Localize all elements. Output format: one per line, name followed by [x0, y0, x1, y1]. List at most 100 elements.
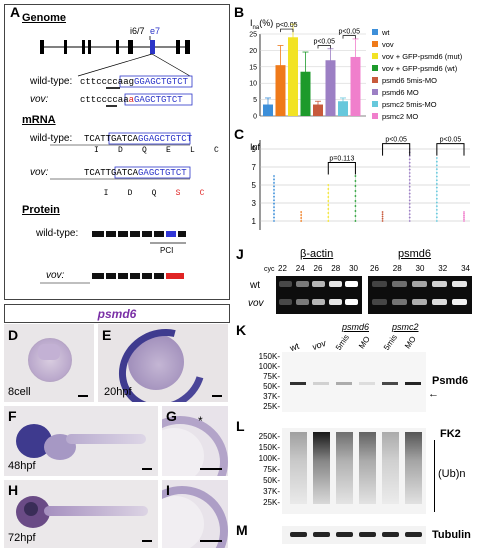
- blot-band: [313, 382, 329, 385]
- scale-bar: [142, 540, 152, 542]
- legend-label: psmc2 MO: [382, 111, 419, 121]
- gel-band: [295, 281, 309, 287]
- protein-wt-label: wild-type:: [36, 228, 79, 239]
- blot-band: [405, 382, 421, 385]
- panel-b-label: B: [234, 4, 245, 20]
- size-marker: 25K-: [263, 402, 280, 411]
- tubulin-label: Tubulin: [432, 529, 471, 541]
- legend-item: psmc2 MO: [372, 110, 477, 122]
- panel-f-label: F: [8, 408, 17, 424]
- bar: [288, 37, 298, 116]
- ubiquitin-smear: [290, 432, 307, 504]
- gel-band: [345, 299, 358, 305]
- blot-band: [336, 382, 352, 385]
- protein-vov-label: vov:: [46, 270, 65, 281]
- blot-band: [359, 382, 375, 385]
- arrow-icon: ←: [428, 388, 439, 400]
- cycle-number: 32: [438, 264, 448, 273]
- scale-bar: [78, 395, 88, 397]
- significance-label: p<0.05: [440, 137, 462, 144]
- gel-band: [452, 281, 467, 287]
- scatter-chart-inf: 1 3 5 7 9 p=0.113 p<0.05 p<0.05: [252, 137, 470, 230]
- cycle-number: 24: [295, 264, 305, 273]
- size-marker: 100K-: [258, 362, 280, 371]
- gel-band: [412, 299, 427, 305]
- col-5mis-psmd6: 5mis: [333, 333, 351, 352]
- legend-item: psmd6 5mis-MO: [372, 74, 477, 86]
- exon-box: [128, 40, 133, 54]
- legend-label: vov + GFP-psmd6 (wt): [382, 63, 458, 73]
- gene-diagram: [40, 36, 193, 284]
- panel-j-label: J: [236, 246, 244, 262]
- mrna-wt-label: wild-type:: [30, 133, 73, 144]
- legend-swatch: [372, 41, 378, 47]
- tubulin-band: [405, 532, 422, 537]
- legend-item: vov: [372, 38, 477, 50]
- mrna-vov-aa: I D Q S C: [103, 189, 205, 198]
- cycle-number: 34: [461, 264, 470, 273]
- gel-band: [279, 281, 292, 287]
- gel-band: [312, 281, 325, 287]
- exon-box: [116, 40, 119, 54]
- significance-label: p=0.113: [329, 156, 354, 163]
- group-psmd6: psmd6: [342, 322, 370, 332]
- legend-swatch: [372, 101, 378, 107]
- panel-l-label: L: [236, 418, 245, 434]
- panel-i-label: I: [166, 482, 170, 498]
- cycle-number: 30: [415, 264, 425, 273]
- size-marker: 75K-: [263, 372, 280, 381]
- header-actin: β-actin: [300, 248, 334, 260]
- cycle-number: 22: [278, 264, 287, 273]
- scale-bar: [212, 395, 222, 397]
- blot-band: [382, 382, 398, 385]
- cycle-label: cyc: [264, 266, 275, 273]
- size-marker: 50K-: [263, 382, 280, 391]
- genomic-wt-seq: cttccccaagGGAGCTGTCT: [80, 77, 189, 87]
- chart-legend: wt vov vov + GFP-psmd6 (mut) vov + GFP-psmd…: [372, 26, 477, 122]
- mrna-vov-seq: TCATTGATCAGAGCTGTCT: [84, 168, 187, 178]
- ubiquitin-smear: [405, 432, 422, 504]
- gel-band: [432, 299, 447, 305]
- y-tick-label: 25: [249, 32, 257, 39]
- significance-label: p<0.05: [338, 29, 360, 36]
- gel-band: [432, 281, 447, 287]
- bar: [325, 60, 336, 116]
- panel-a-label: A: [10, 4, 21, 20]
- group-psmc2: psmc2: [392, 322, 419, 332]
- significance-label: p<0.05: [313, 38, 335, 45]
- embryo-20hpf: [128, 334, 184, 390]
- gel-band: [295, 299, 309, 305]
- panel-c-label: C: [234, 126, 245, 142]
- psmd6-protein-label: Psmd6: [432, 375, 469, 387]
- blot-k: [282, 352, 426, 412]
- fk2-label: FK2: [440, 428, 461, 440]
- cycle-number: 26: [370, 264, 379, 273]
- legend-label: vov: [382, 39, 394, 49]
- legend-swatch: [372, 89, 378, 95]
- stage-label-d: 8cell: [8, 386, 31, 398]
- significance-bracket: [317, 45, 331, 49]
- panel-a: [4, 4, 230, 300]
- panel-e-label: E: [102, 327, 112, 343]
- significance-bracket: [327, 162, 356, 175]
- tubulin-band: [313, 532, 330, 537]
- ubiquitin-smear: [336, 432, 353, 504]
- ubiquitin-smear: [382, 432, 399, 504]
- size-marker: 100K-: [258, 454, 280, 463]
- gel-band: [392, 299, 407, 305]
- col-mo-psmd6: MO: [357, 334, 372, 351]
- mrna-wt-seq: TCATTGATCAGGAGCTGTCT: [84, 134, 193, 144]
- gel-band: [279, 299, 292, 305]
- tubulin-band: [336, 532, 353, 537]
- scale-bar: [200, 468, 222, 470]
- protein-vov-bar: [92, 273, 184, 279]
- gel-band: [412, 281, 427, 287]
- cycle-number: 30: [349, 264, 358, 273]
- legend-item: wt: [372, 26, 477, 38]
- asterisk-marker: *: [198, 414, 203, 428]
- size-marker: 250K-: [258, 432, 280, 441]
- stage-label-f: 48hpf: [8, 460, 36, 472]
- protein-wt-bar: [92, 231, 186, 237]
- tubulin-band: [359, 532, 376, 537]
